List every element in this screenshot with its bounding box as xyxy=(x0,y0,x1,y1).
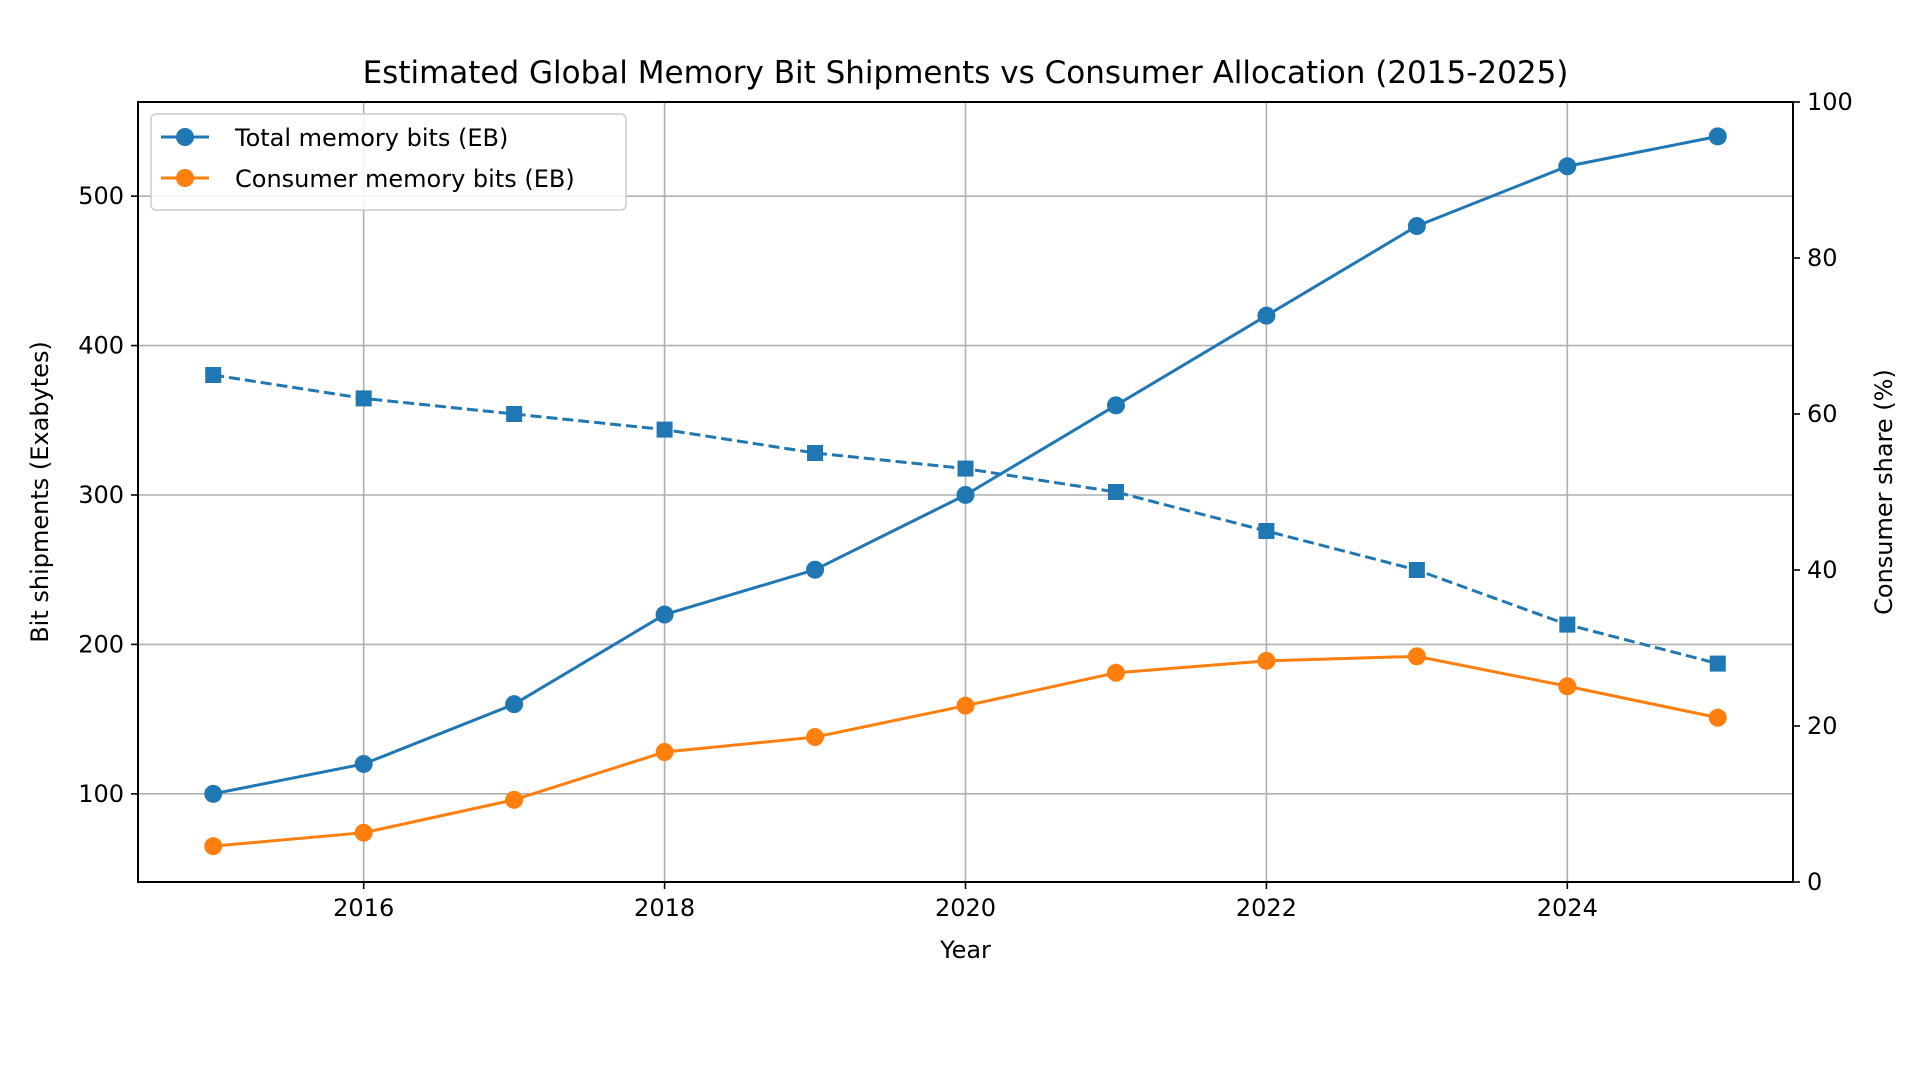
legend-entry: Total memory bits (EB) xyxy=(161,124,508,152)
series-1 xyxy=(204,127,1727,803)
y-tick-label: 200 xyxy=(78,630,124,658)
data-point xyxy=(655,605,674,624)
x-tick-label: 2022 xyxy=(1236,894,1297,922)
data-point xyxy=(1558,157,1577,176)
data-point-square xyxy=(656,421,673,438)
y-axis-label: Bit shipments (Exabytes) xyxy=(26,341,54,643)
y-tick-label: 400 xyxy=(78,332,124,360)
y-tick-label: 100 xyxy=(78,780,124,808)
data-point-square xyxy=(957,460,974,477)
data-point xyxy=(1708,127,1727,146)
x-tick-label: 2020 xyxy=(935,894,996,922)
data-point xyxy=(1407,217,1426,236)
data-point xyxy=(806,560,825,579)
data-point-square xyxy=(1258,523,1275,539)
y-right-tick-label: 100 xyxy=(1807,88,1853,116)
data-point xyxy=(1257,651,1276,670)
data-point xyxy=(806,728,825,747)
data-point xyxy=(204,784,223,803)
data-point xyxy=(1257,306,1276,325)
data-point-square xyxy=(506,406,523,422)
series-2 xyxy=(204,647,1727,856)
data-point-square xyxy=(1559,616,1576,633)
chart-title: Estimated Global Memory Bit Shipments vs… xyxy=(363,55,1569,91)
data-point xyxy=(505,695,524,714)
data-point-square xyxy=(205,367,222,383)
data-point xyxy=(505,790,524,809)
y-right-tick-label: 20 xyxy=(1807,712,1838,740)
x-tick-label: 2016 xyxy=(333,894,394,922)
data-point-square xyxy=(355,390,372,407)
y-tick-label: 300 xyxy=(78,481,124,509)
legend-label: Consumer memory bits (EB) xyxy=(235,165,575,193)
data-point xyxy=(204,837,223,856)
data-point xyxy=(1708,708,1727,727)
legend-box xyxy=(150,113,627,211)
data-point xyxy=(1106,396,1125,415)
legend-label: Total memory bits (EB) xyxy=(234,124,508,152)
data-point xyxy=(1558,677,1577,696)
data-point xyxy=(354,754,373,773)
legend-entry: Consumer memory bits (EB) xyxy=(161,165,575,193)
x-axis-label: Year xyxy=(939,936,991,964)
data-point-square xyxy=(807,445,824,461)
legend-swatch-marker xyxy=(176,128,194,146)
y-right-tick-label: 80 xyxy=(1807,244,1838,272)
data-point xyxy=(354,823,373,842)
ticks-layer: 2016 2018 2020 2022 2024 100 200 300 400 500 0 20 40… xyxy=(78,88,1853,922)
y-right-tick-label: 0 xyxy=(1807,868,1822,896)
data-point xyxy=(1106,663,1125,682)
data-point xyxy=(956,485,975,504)
y-axis-label-right: Consumer share (%) xyxy=(1870,369,1898,615)
data-point xyxy=(956,696,975,715)
legend-swatch-marker xyxy=(176,169,194,187)
y-right-tick-label: 40 xyxy=(1807,556,1838,584)
data-point-square xyxy=(1408,562,1425,578)
data-point xyxy=(1407,647,1426,666)
series-layer xyxy=(204,127,1727,856)
grid-layer xyxy=(138,102,1793,882)
x-tick-label: 2024 xyxy=(1537,894,1598,922)
y-right-tick-label: 60 xyxy=(1807,400,1838,428)
data-point-square xyxy=(1107,484,1124,500)
series-3 xyxy=(205,367,1726,672)
data-point-square xyxy=(1709,655,1726,672)
legend: Total memory bits (EB) Consumer memory bi… xyxy=(150,113,627,211)
x-tick-label: 2018 xyxy=(634,894,695,922)
y-tick-label: 500 xyxy=(78,182,124,210)
data-point xyxy=(655,743,674,761)
